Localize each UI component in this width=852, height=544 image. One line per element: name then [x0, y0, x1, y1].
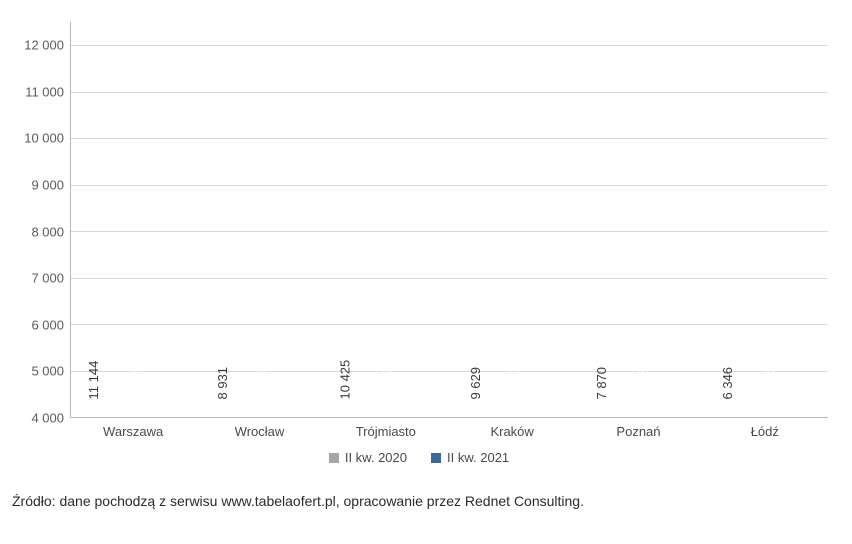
y-tick-label: 12 000: [24, 38, 64, 53]
y-axis: 4 000 5 000 6 000 7 000 8 000 9 000 10 000 11 0…: [10, 16, 70, 446]
y-tick-label: 10 000: [24, 131, 64, 146]
bar-value-label: 10 081: [254, 360, 269, 400]
x-axis-labels: Warszawa Wrocław Trójmiasto Kraków Poznań Łód…: [70, 424, 828, 446]
legend-label-b: II kw. 2021: [447, 450, 509, 465]
swatch-icon: [329, 453, 339, 463]
bar-value-label: 10 425: [338, 360, 353, 400]
bar-value-label: 8 931: [215, 367, 230, 400]
bar-value-label: 7 870: [594, 367, 609, 400]
bar-value-label: 10 807: [506, 360, 521, 400]
x-tick-label: Łódź: [710, 424, 820, 446]
legend-item-series-a: II kw. 2020: [329, 450, 407, 465]
chart-container: 4 000 5 000 6 000 7 000 8 000 9 000 10 000 11 0…: [0, 0, 852, 544]
y-tick-label: 9 000: [31, 178, 64, 193]
bar-value-label: 11 123: [380, 361, 395, 400]
y-tick-label: 11 000: [25, 84, 64, 99]
bar-value-label: 9 629: [468, 367, 483, 400]
bar-value-label: 8 378: [636, 367, 651, 400]
y-tick-label: 5 000: [31, 364, 64, 379]
x-tick-label: Kraków: [457, 424, 567, 446]
plot-area: 11 144 12 184 8 931 10 081 10 425 11 123 9 629…: [70, 22, 828, 418]
bar-groups: 11 144 12 184 8 931 10 081 10 425 11 123 9 629…: [71, 22, 828, 417]
x-tick-label: Trójmiasto: [331, 424, 441, 446]
source-note: Źródło: dane pochodzą z serwisu www.tabe…: [10, 493, 828, 509]
y-tick-label: 4 000: [31, 411, 64, 426]
x-tick-label: Wrocław: [204, 424, 314, 446]
bar-value-label: 11 144: [86, 361, 101, 400]
x-tick-label: Warszawa: [78, 424, 188, 446]
bar-value-label: 12 184: [128, 360, 143, 400]
legend-item-series-b: II kw. 2021: [431, 450, 509, 465]
legend-label-a: II kw. 2020: [345, 450, 407, 465]
bar-value-label: 7 426: [762, 367, 777, 400]
x-tick-label: Poznań: [583, 424, 693, 446]
y-tick-label: 8 000: [31, 224, 64, 239]
y-tick-label: 7 000: [31, 271, 64, 286]
legend: II kw. 2020 II kw. 2021: [10, 450, 828, 465]
chart-area: 4 000 5 000 6 000 7 000 8 000 9 000 10 000 11 0…: [10, 16, 828, 446]
y-tick-label: 6 000: [31, 317, 64, 332]
swatch-icon: [431, 453, 441, 463]
bar-value-label: 6 346: [720, 367, 735, 400]
